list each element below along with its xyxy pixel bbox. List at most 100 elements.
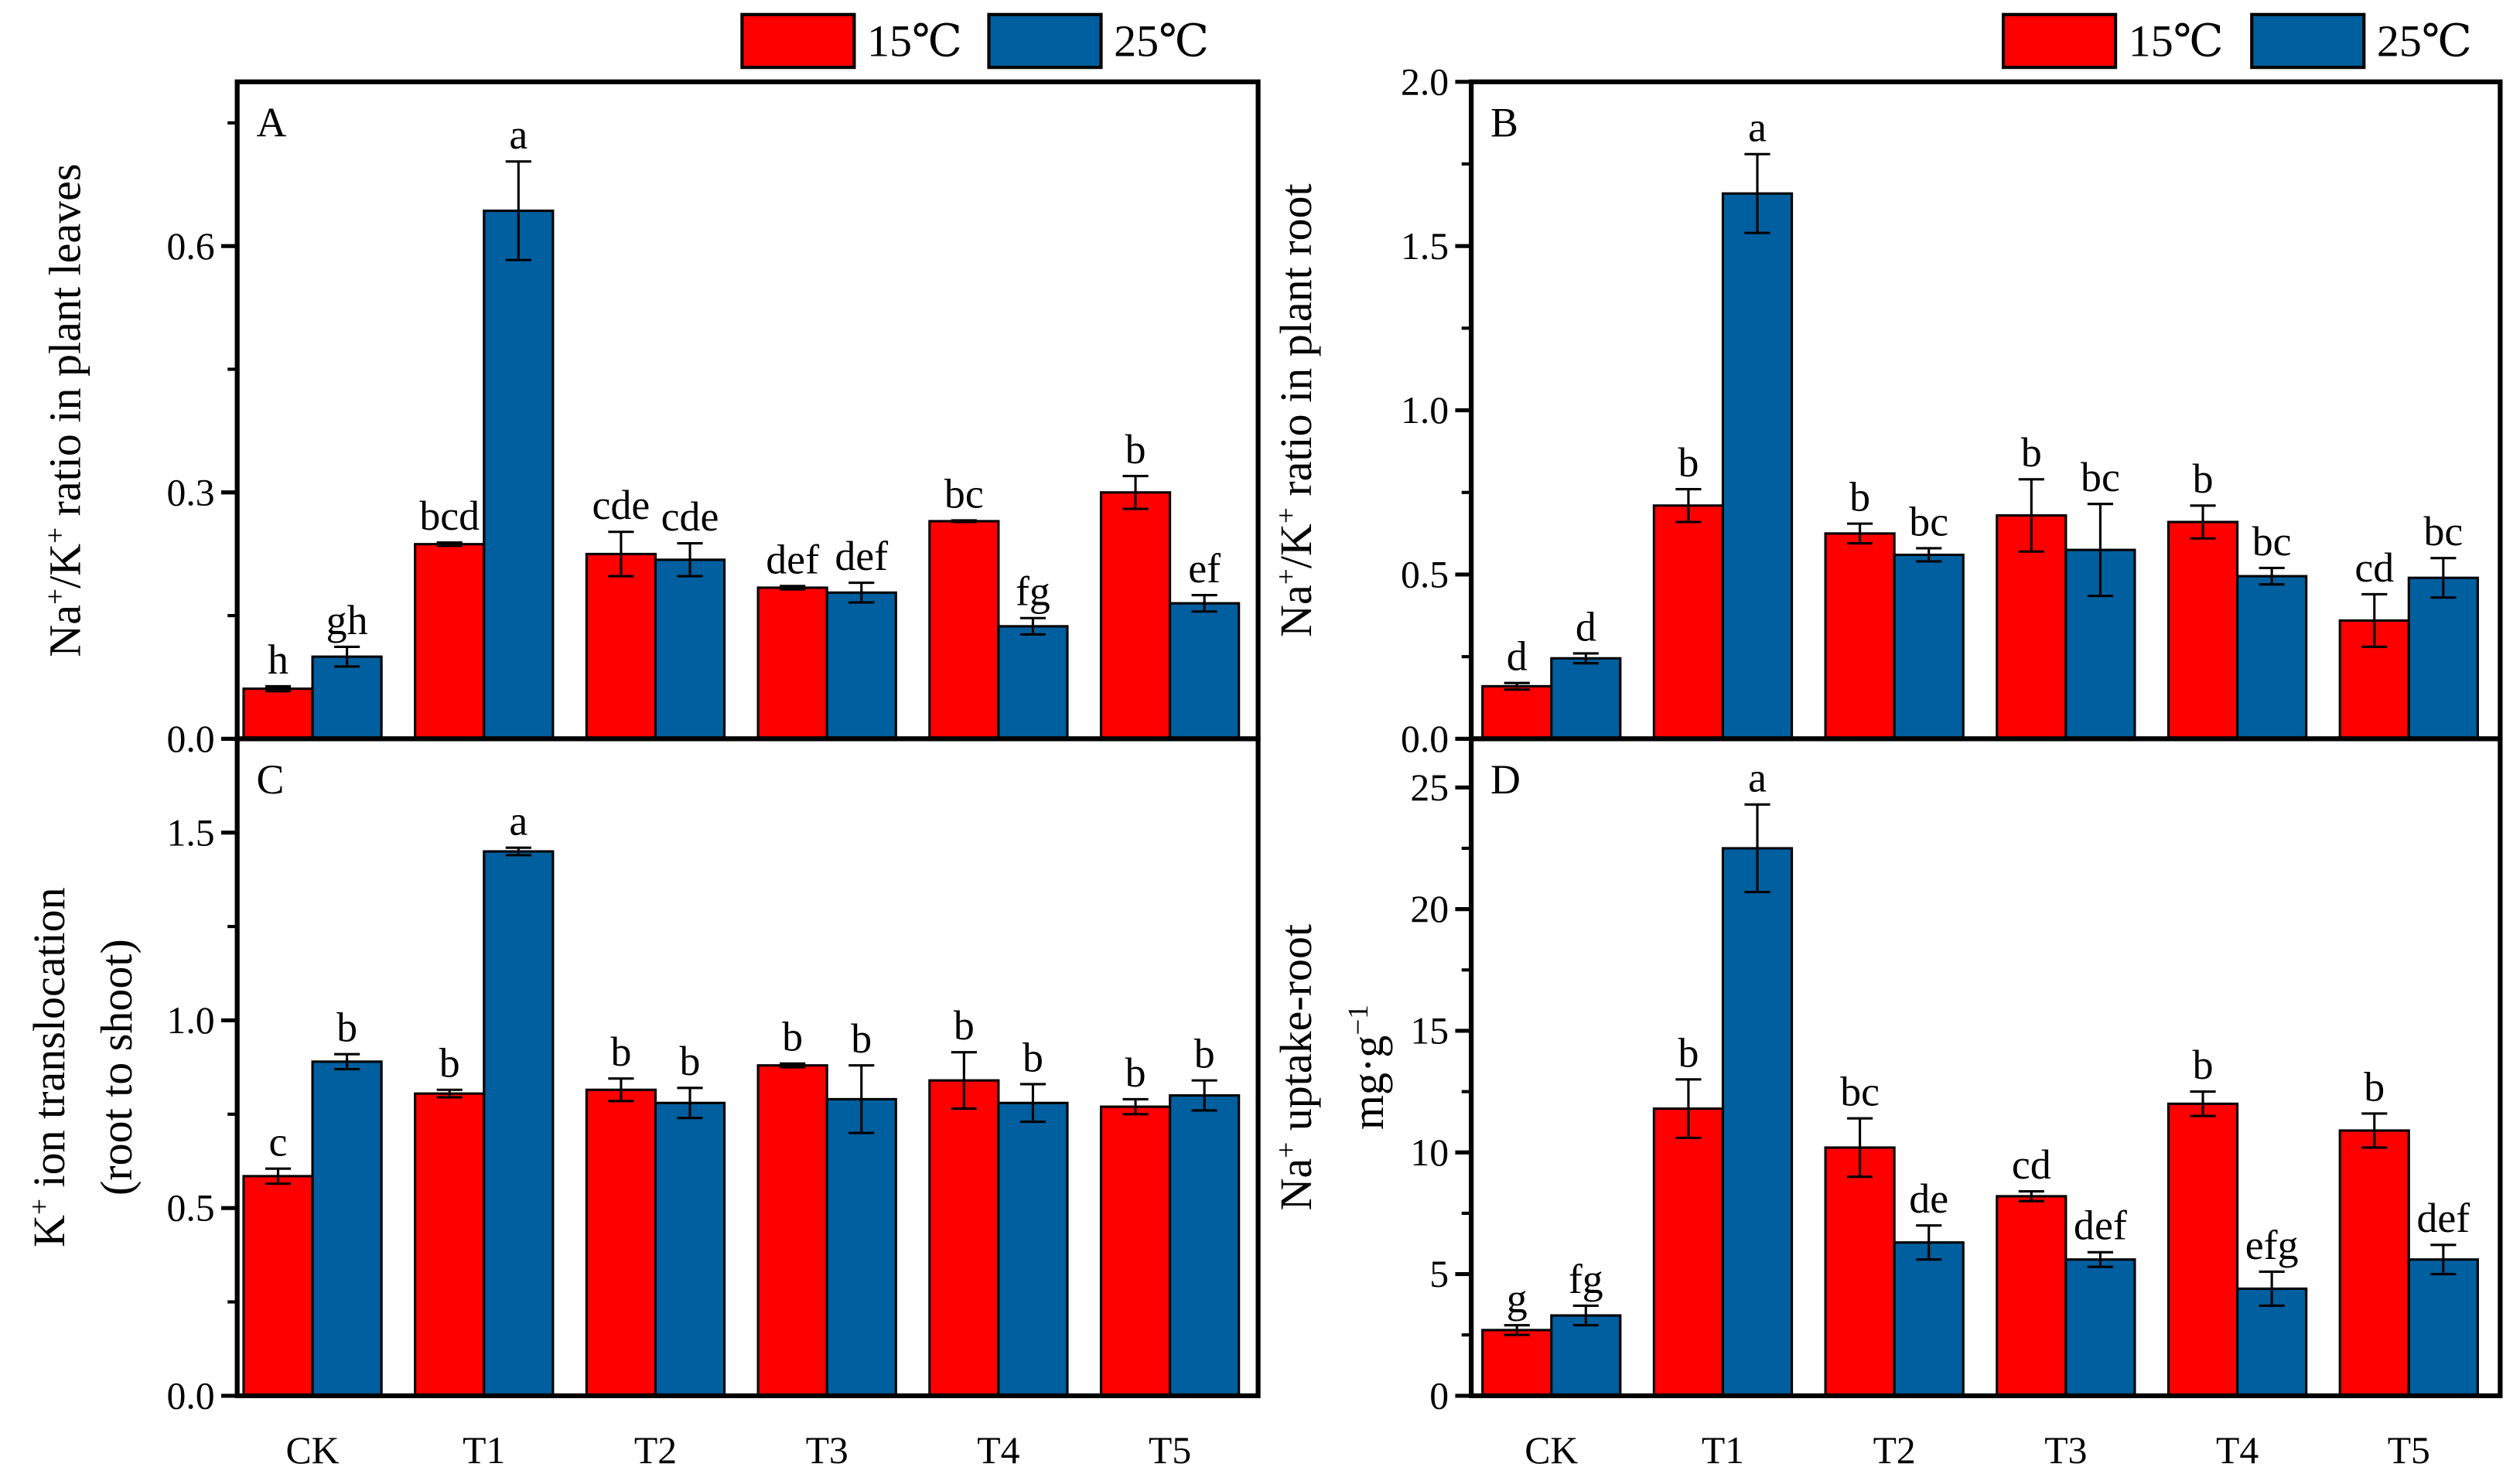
significance-letter: def bbox=[2416, 1195, 2470, 1241]
superscript: −1 bbox=[1343, 1005, 1374, 1035]
bar-T3-25c bbox=[825, 1097, 897, 1397]
legend-label-15c: 15℃ bbox=[867, 16, 962, 67]
legend-swatch-25c bbox=[2250, 12, 2366, 70]
label-part: /K bbox=[1271, 524, 1321, 568]
bar-CK-15c bbox=[242, 687, 314, 740]
bar-CK-25c bbox=[1550, 1314, 1622, 1397]
bar-T1-25c bbox=[483, 850, 555, 1397]
y-tick-label: 0.5 bbox=[167, 1187, 215, 1230]
legends: 15℃ 25℃ 15℃ 25℃ bbox=[740, 12, 2472, 70]
significance-letter: b bbox=[2364, 1063, 2385, 1110]
y-axis-label: Na+ uptake-root bbox=[1270, 924, 1321, 1211]
label-part: (root to shoot) bbox=[91, 939, 142, 1196]
significance-letter: de bbox=[1909, 1175, 1948, 1222]
significance-letter: g bbox=[1507, 1275, 1528, 1322]
bar-CK-25c bbox=[311, 655, 383, 740]
y-tick-label: 0.0 bbox=[1401, 718, 1449, 760]
label-part: uptake-root bbox=[1271, 924, 1321, 1142]
bar-T4-25c bbox=[997, 625, 1069, 740]
bar-T3-15c bbox=[756, 586, 828, 740]
significance-letter: ef bbox=[1188, 545, 1221, 592]
x-tick-label: T3 bbox=[806, 1429, 848, 1472]
significance-letter: d bbox=[1507, 633, 1528, 680]
bar-T4-25c bbox=[2236, 575, 2308, 740]
y-tick-label: 0.5 bbox=[1401, 554, 1449, 596]
x-tick-label: T5 bbox=[1149, 1429, 1191, 1472]
significance-letter: b bbox=[851, 1015, 872, 1062]
bar-T1-15c bbox=[1652, 504, 1725, 740]
bar-T2-25c bbox=[1893, 553, 1965, 740]
bar-T5-25c bbox=[2407, 576, 2479, 740]
y-tick-label: 0.0 bbox=[167, 1374, 215, 1417]
bar-T2-25c bbox=[654, 1101, 726, 1397]
legend-swatch-15c bbox=[740, 12, 856, 70]
bar-T5-25c bbox=[1169, 1093, 1241, 1397]
y-axis-label: Na+/K+ ratio in plant leaves bbox=[39, 164, 90, 657]
bar-T2-15c bbox=[585, 1088, 657, 1397]
bar-T1-15c bbox=[414, 543, 486, 740]
y-tick-label: 25 bbox=[1410, 766, 1449, 809]
y-tick-label: 1.5 bbox=[1401, 225, 1449, 268]
y-tick-label: 1.0 bbox=[167, 999, 215, 1042]
y-tick-label: 10 bbox=[1410, 1131, 1449, 1174]
significance-letter: def bbox=[766, 536, 819, 582]
significance-letter: b bbox=[1125, 1049, 1146, 1096]
bar-T4-15c bbox=[2166, 1102, 2239, 1397]
bar-T2-15c bbox=[1824, 532, 1896, 740]
x-tick-label: T4 bbox=[977, 1429, 1019, 1472]
bar-T1-15c bbox=[1652, 1107, 1725, 1397]
significance-letter: bc bbox=[1909, 498, 1948, 544]
legend-swatch-25c bbox=[987, 12, 1103, 70]
panel-letter: C bbox=[257, 756, 285, 803]
superscript: + bbox=[1270, 507, 1302, 524]
significance-letter: b bbox=[1194, 1031, 1215, 1077]
y-tick-label: 0.0 bbox=[167, 718, 215, 760]
significance-letter: bc bbox=[1840, 1069, 1880, 1115]
significance-letter: b bbox=[680, 1038, 701, 1084]
label-part: Na bbox=[1271, 1158, 1321, 1211]
bar-T5-25c bbox=[1169, 602, 1241, 740]
significance-letter: cde bbox=[661, 493, 719, 540]
bar-CK-25c bbox=[311, 1060, 383, 1397]
significance-letter: b bbox=[2193, 1042, 2214, 1088]
y-axis-label: K+ ion translocation bbox=[23, 887, 74, 1247]
y-tick-label: 1.5 bbox=[167, 811, 215, 854]
plot-frame bbox=[234, 736, 1261, 1399]
y-tick-label: 0 bbox=[1429, 1374, 1449, 1417]
significance-letter: a bbox=[509, 798, 528, 844]
significance-letter: a bbox=[1748, 104, 1767, 151]
bar-CK-15c bbox=[242, 1175, 314, 1397]
significance-letter: bc bbox=[2423, 508, 2463, 554]
y-tick-label: 2.0 bbox=[1401, 60, 1449, 103]
x-tick-label: T2 bbox=[1873, 1429, 1916, 1472]
significance-letter: b bbox=[336, 1005, 357, 1051]
superscript: + bbox=[23, 1199, 55, 1215]
significance-letter: c bbox=[269, 1119, 288, 1165]
bar-T5-15c bbox=[2338, 1129, 2410, 1397]
significance-letter: fg bbox=[1569, 1256, 1603, 1302]
y-tick-label: 5 bbox=[1429, 1253, 1449, 1295]
bar-T1-25c bbox=[1721, 192, 1794, 740]
x-tick-label: CK bbox=[1525, 1429, 1578, 1472]
bar-T4-15c bbox=[928, 1079, 1000, 1397]
bar-T3-15c bbox=[1996, 1195, 2067, 1397]
bar-CK-15c bbox=[1481, 684, 1553, 740]
bar-T3-25c bbox=[825, 591, 897, 740]
significance-letter: gh bbox=[326, 597, 368, 643]
significance-letter: b bbox=[1849, 474, 1870, 520]
label-part: mg·g bbox=[1343, 1035, 1393, 1130]
significance-letter: d bbox=[1576, 603, 1596, 650]
significance-letter: a bbox=[509, 111, 528, 158]
panel-C: c b b b b b b a b b b b 0.0 0.5 1.0 1.5 CK T1 T2 T3 T4 T5 C K+ … bbox=[23, 736, 1261, 1472]
label-part: K bbox=[24, 1215, 74, 1247]
significance-letter: cd bbox=[2012, 1141, 2051, 1188]
label-part: ratio in plant root bbox=[1271, 183, 1321, 507]
significance-letter: bc bbox=[944, 470, 984, 517]
significance-letter: fg bbox=[1016, 568, 1050, 615]
panel-letter: D bbox=[1490, 756, 1521, 803]
label-part: Na bbox=[40, 605, 90, 657]
significance-letter: b bbox=[2193, 455, 2214, 502]
